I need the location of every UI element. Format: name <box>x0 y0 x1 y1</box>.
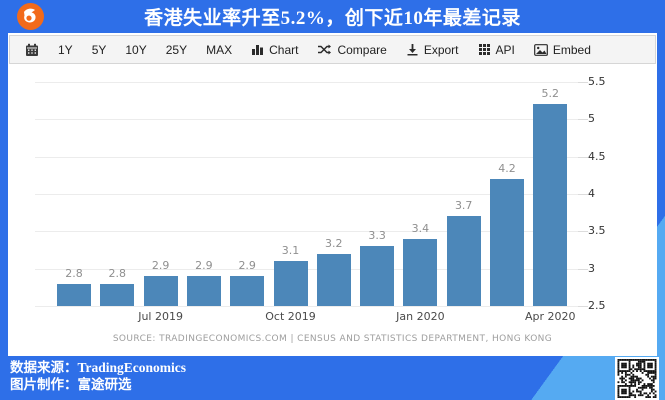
chart-button[interactable]: Chart <box>251 43 298 57</box>
gridline <box>35 157 578 158</box>
bar[interactable] <box>57 283 91 306</box>
embed-button-label: Embed <box>552 42 591 57</box>
y-tick-label: 3.5 <box>588 224 606 237</box>
toolbar: 1Y 5Y 10Y 25Y MAX Chart Compare <box>9 35 656 64</box>
shuffle-icon <box>318 44 332 55</box>
qr-code <box>615 357 659 400</box>
gridline <box>35 119 578 120</box>
x-tick-label: Oct 2019 <box>265 310 316 323</box>
footer: 数据来源：TradingEconomics 图片制作：富途研选 <box>0 356 665 400</box>
bar-value-label: 3.4 <box>411 221 430 235</box>
source-text: SOURCE: TRADINGECONOMICS.COM | CENSUS AN… <box>112 334 553 344</box>
bar-value-label: 3.7 <box>454 199 473 213</box>
bar-chart-icon <box>252 45 264 55</box>
bar-value-label: 2.9 <box>151 259 170 273</box>
bar[interactable] <box>100 283 135 306</box>
bar-value-label: 3.1 <box>281 244 300 258</box>
export-button[interactable]: Export <box>406 43 459 57</box>
bar[interactable] <box>360 246 395 306</box>
y-axis-tick <box>578 231 588 232</box>
bar[interactable] <box>533 104 568 306</box>
bar-value-label: 2.9 <box>238 259 256 273</box>
y-tick-label: 3 <box>588 262 595 275</box>
y-tick-label: 4 <box>588 187 595 200</box>
y-tick-label: 4.5 <box>588 150 606 163</box>
bar[interactable] <box>316 253 351 306</box>
y-tick-label: 5 <box>588 112 595 125</box>
range-button-10y[interactable]: 10Y <box>125 42 147 57</box>
download-icon <box>407 44 418 56</box>
chart-button-label: Chart <box>269 42 299 57</box>
api-button-label: API <box>495 42 515 57</box>
bar-value-label: 2.9 <box>195 259 213 273</box>
credit-line-creator: 图片制作：富途研选 <box>10 377 132 392</box>
bar[interactable] <box>403 238 438 306</box>
credits: 数据来源：TradingEconomics 图片制作：富途研选 <box>10 359 186 393</box>
bar-value-label: 2.8 <box>65 266 83 280</box>
range-button-5y[interactable]: 5Y <box>91 42 107 57</box>
y-axis-tick <box>578 119 588 120</box>
compare-button-label: Compare <box>337 42 387 57</box>
gridline <box>35 194 578 195</box>
bar[interactable] <box>186 276 221 306</box>
bar-value-label: 3.2 <box>325 236 343 250</box>
gridline <box>35 231 578 232</box>
y-axis-tick <box>578 82 588 83</box>
bar[interactable] <box>273 261 308 306</box>
bar-value-label: 4.2 <box>498 162 516 176</box>
credit-line-datasource: 数据来源：TradingEconomics <box>10 360 187 375</box>
embed-button[interactable]: Embed <box>533 42 591 57</box>
calendar-icon <box>26 43 38 56</box>
bar-value-label: 2.8 <box>108 266 127 280</box>
y-axis-tick <box>578 306 588 307</box>
bar[interactable] <box>446 216 481 306</box>
grid-icon <box>478 44 490 55</box>
bar-value-label: 3.3 <box>368 229 386 243</box>
range-buttons: 1Y 5Y 10Y 25Y MAX <box>58 43 232 57</box>
y-axis-tick <box>578 157 588 158</box>
bar-value-label: 5.2 <box>541 87 560 101</box>
chart-plot: 2.5 3 3.5 4 4.5 5 5.5 2.8 2.8 2.9 2.9 2.9 3.1 3.2 3.3 3… <box>8 33 657 356</box>
range-button-1y[interactable]: 1Y <box>58 42 73 57</box>
range-button-max[interactable]: MAX <box>206 42 233 57</box>
range-button-25y[interactable]: 25Y <box>165 42 188 57</box>
x-tick-label: Apr 2020 <box>525 310 576 323</box>
compare-button[interactable]: Compare <box>317 42 387 57</box>
gridline <box>35 82 578 83</box>
chart-card: 1Y 5Y 10Y 25Y MAX Chart Compare <box>8 33 657 356</box>
y-tick-label: 5.5 <box>588 75 606 88</box>
bar[interactable] <box>230 276 265 306</box>
export-button-label: Export <box>423 42 459 57</box>
gridline <box>35 306 578 307</box>
x-tick-label: Jul 2019 <box>138 310 183 323</box>
image-icon <box>533 43 548 56</box>
x-tick-label: Jan 2020 <box>396 310 445 323</box>
bar[interactable] <box>143 276 178 306</box>
y-axis-tick <box>578 269 588 270</box>
bar[interactable] <box>490 179 524 306</box>
calendar-button[interactable] <box>25 43 39 57</box>
futu-logo-icon <box>17 3 44 30</box>
page-title: 香港失业率升至5.2%，创下近10年最差记录 <box>144 8 521 29</box>
y-axis-tick <box>578 194 588 195</box>
y-tick-label: 2.5 <box>588 299 606 312</box>
api-button[interactable]: API <box>478 43 515 57</box>
header: 香港失业率升至5.2%，创下近10年最差记录 <box>0 0 665 33</box>
